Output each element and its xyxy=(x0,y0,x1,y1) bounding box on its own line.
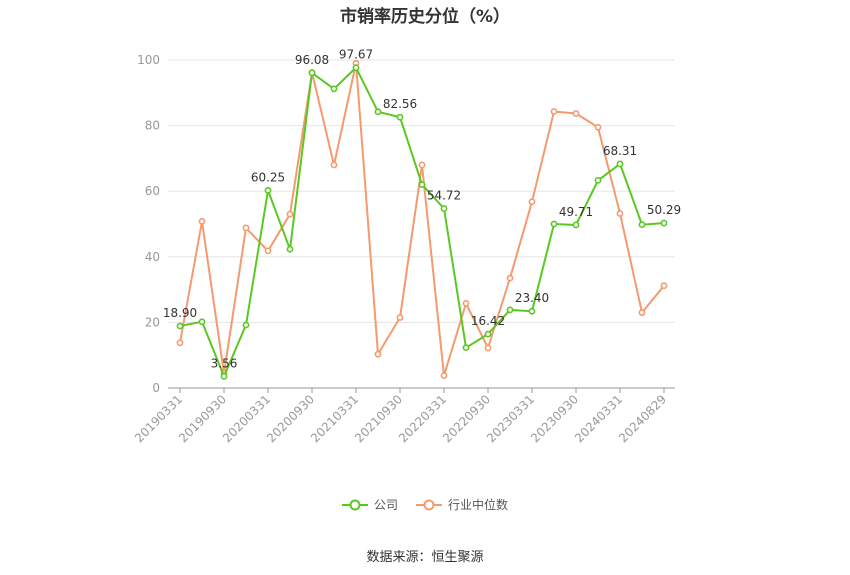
source-note: 数据来源：恒生聚源 xyxy=(366,550,484,565)
y-tick-label: 20 xyxy=(145,315,160,329)
legend-swatch-marker xyxy=(349,499,361,510)
chart-title: 市销率历史分位（%） xyxy=(339,7,511,27)
data-point xyxy=(242,224,250,232)
data-point xyxy=(418,181,426,189)
data-point xyxy=(418,161,426,169)
data-point xyxy=(198,318,206,326)
data-point xyxy=(264,186,272,194)
series-line xyxy=(179,66,665,378)
legend-label: 行业中位数 xyxy=(448,498,509,512)
data-point xyxy=(176,339,184,347)
gridlines xyxy=(168,59,675,323)
data-point xyxy=(572,221,580,229)
data-label: 96.08 xyxy=(295,53,329,67)
data-point xyxy=(528,198,536,206)
data-point xyxy=(528,307,536,315)
data-point xyxy=(330,85,338,93)
y-tick-label: 40 xyxy=(145,250,160,264)
data-point xyxy=(616,210,624,217)
data-point xyxy=(220,372,228,380)
data-label: 49.71 xyxy=(559,205,593,219)
data-label: 23.40 xyxy=(515,291,549,305)
data-point xyxy=(286,210,294,218)
legend-item[interactable]: 公司 xyxy=(341,496,398,513)
data-label: 54.72 xyxy=(427,189,461,203)
y-tick-label: 100 xyxy=(137,53,160,67)
data-point xyxy=(638,309,646,316)
data-label: 16.42 xyxy=(471,314,505,328)
data-label: 82.56 xyxy=(383,97,417,111)
data-point xyxy=(440,372,448,379)
data-point xyxy=(484,344,492,352)
data-point xyxy=(176,322,184,330)
data-label: 60.25 xyxy=(251,170,285,184)
data-point xyxy=(198,217,206,225)
data-point xyxy=(462,299,470,307)
data-point xyxy=(550,220,558,228)
legend: 公司 行业中位数 xyxy=(0,496,850,513)
y-tick-label: 60 xyxy=(145,184,160,198)
data-point xyxy=(440,205,448,212)
data-point xyxy=(594,123,602,131)
data-label: 68.31 xyxy=(603,144,637,158)
y-tick-label: 80 xyxy=(145,119,160,133)
data-point xyxy=(352,64,360,72)
data-point xyxy=(396,113,404,121)
data-point xyxy=(242,321,250,329)
data-point xyxy=(374,350,382,358)
data-label: 97.67 xyxy=(339,48,373,62)
legend-label: 公司 xyxy=(373,498,398,512)
data-point xyxy=(506,306,514,314)
data-point xyxy=(572,110,580,117)
data-point xyxy=(660,282,668,290)
data-point xyxy=(308,69,316,77)
data-label: 3.56 xyxy=(211,356,238,370)
legend-swatch xyxy=(341,499,368,510)
data-point xyxy=(594,176,602,184)
data-labels: 18.90 3.56 60.25 96.08 97.67 82.56 54.72 16.42 2… xyxy=(163,48,681,371)
data-point xyxy=(638,221,646,229)
data-point xyxy=(374,108,382,116)
data-point xyxy=(330,161,338,169)
x-tick-label: 20240829 xyxy=(616,392,669,445)
series-lines xyxy=(176,59,668,380)
data-point xyxy=(396,314,404,321)
series-line xyxy=(179,62,665,377)
legend-swatch-marker xyxy=(423,499,435,510)
legend-swatch xyxy=(416,499,442,510)
legend-item[interactable]: 行业中位数 xyxy=(416,496,508,513)
y-tick-label: 0 xyxy=(152,381,160,395)
data-point xyxy=(484,330,492,338)
data-label: 50.29 xyxy=(647,203,681,217)
data-point xyxy=(660,219,668,227)
data-label: 18.90 xyxy=(163,306,197,320)
data-point xyxy=(506,274,514,282)
data-point xyxy=(462,344,470,352)
data-point xyxy=(550,108,558,115)
data-point xyxy=(616,160,624,168)
data-point xyxy=(286,245,294,253)
data-point xyxy=(264,247,272,255)
axes: 0204060801002019033120190930202003312020… xyxy=(132,53,675,445)
